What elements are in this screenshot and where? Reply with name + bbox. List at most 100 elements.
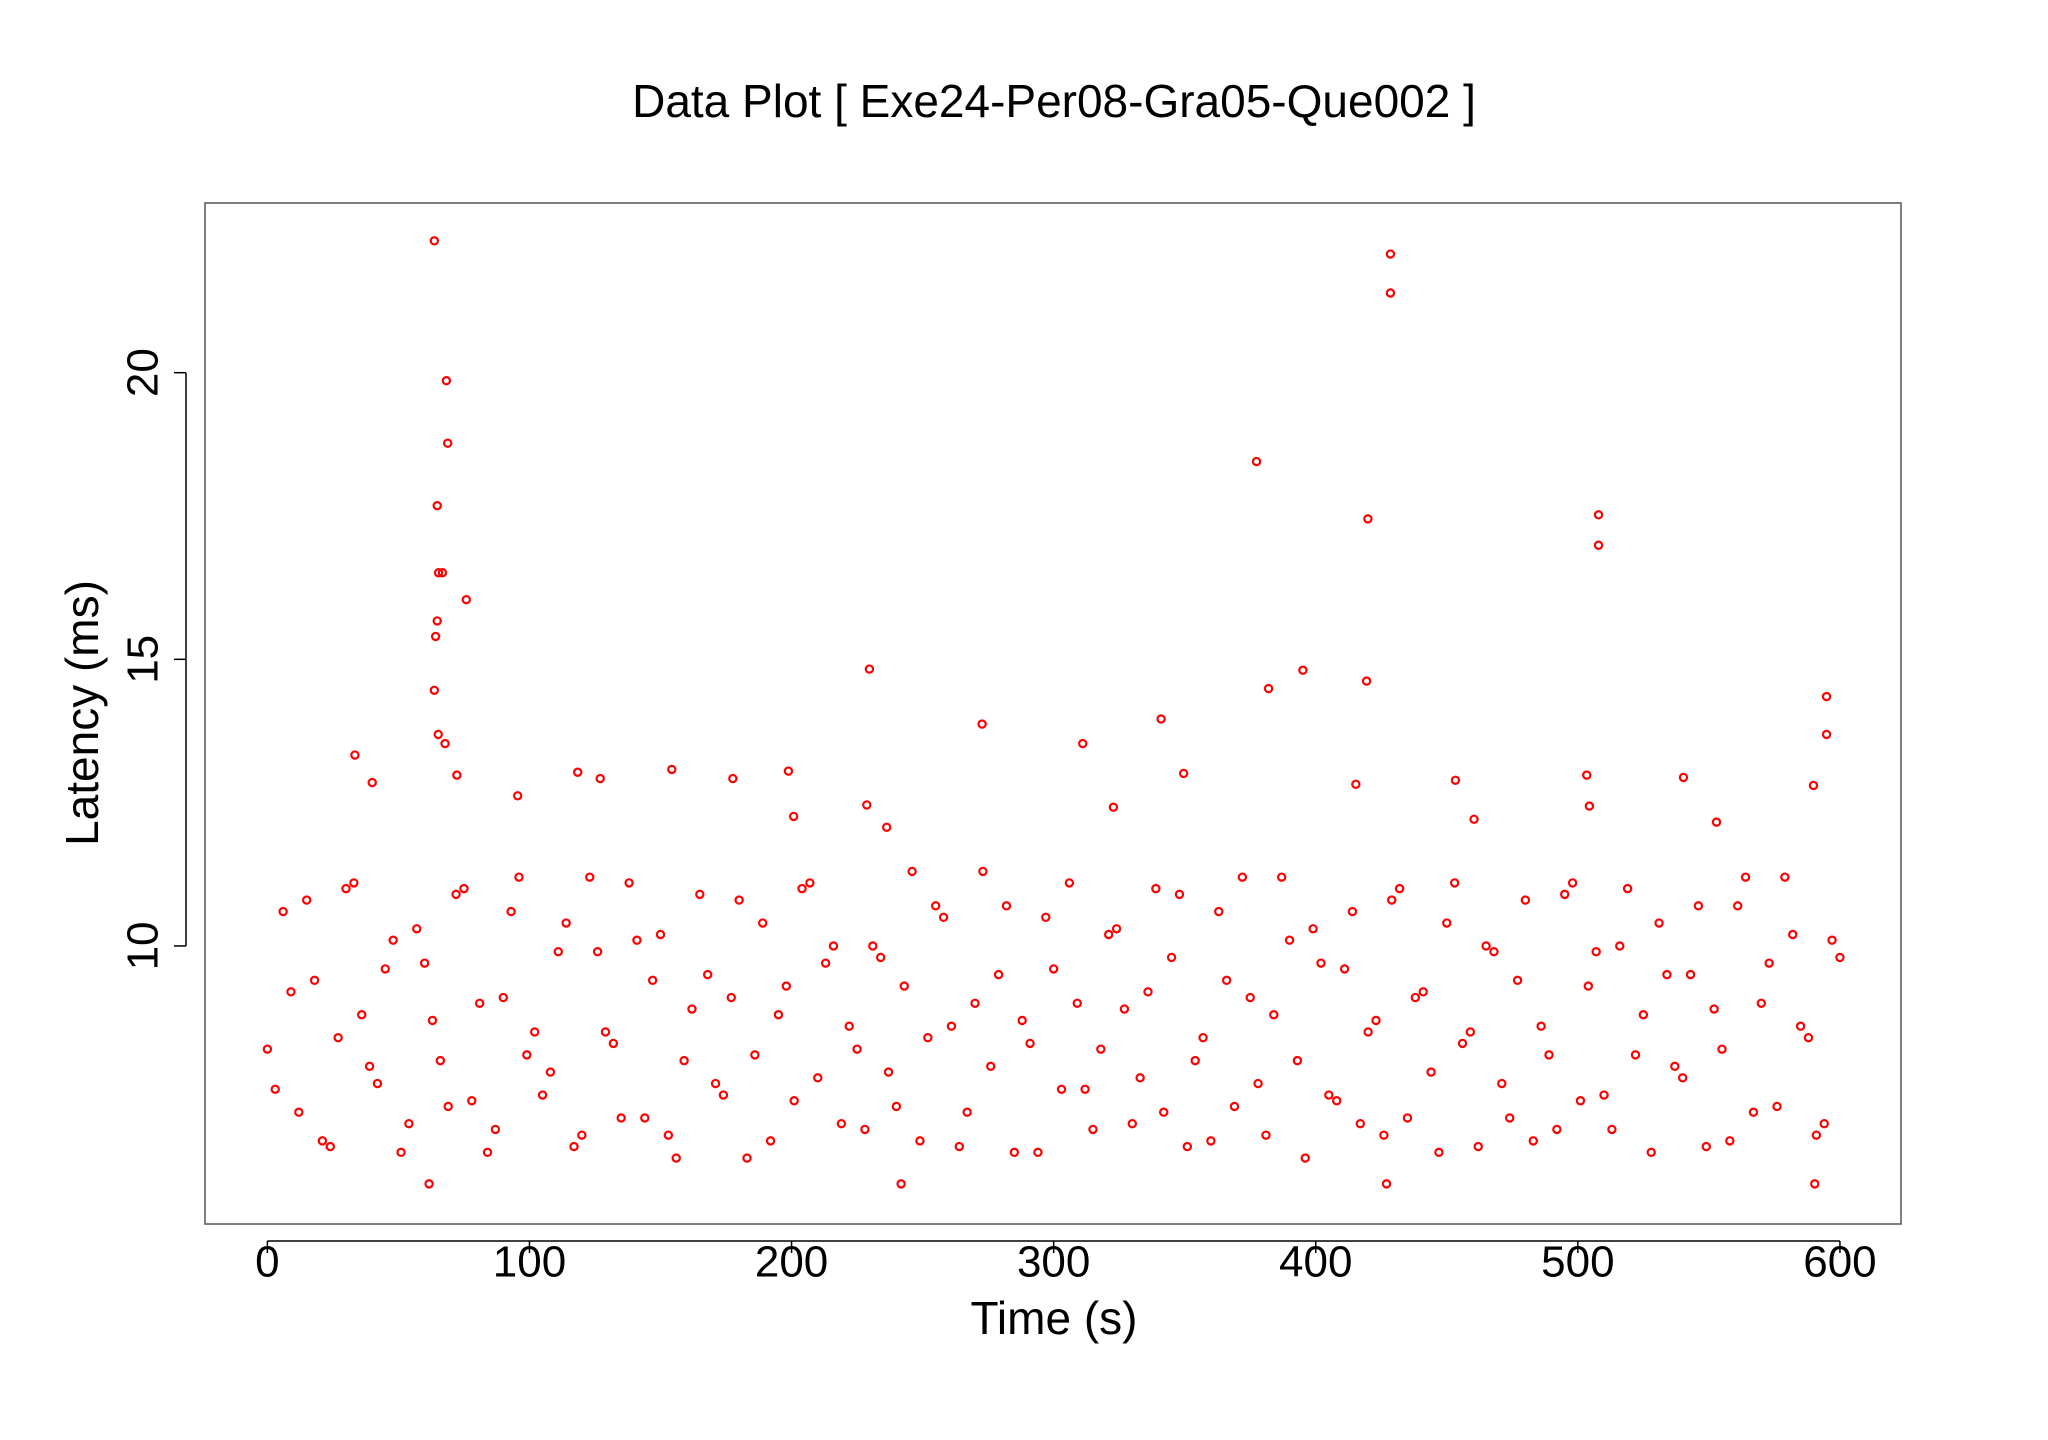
data-point bbox=[592, 946, 603, 957]
data-point bbox=[1827, 935, 1837, 945]
data-point bbox=[1450, 775, 1461, 785]
data-point bbox=[1174, 889, 1185, 900]
data-point bbox=[1025, 1038, 1035, 1049]
data-point bbox=[467, 1096, 477, 1106]
data-point bbox=[294, 1107, 304, 1117]
data-point bbox=[640, 1113, 650, 1123]
data-point bbox=[1788, 929, 1798, 940]
data-point bbox=[1385, 249, 1396, 259]
data-point bbox=[380, 964, 391, 974]
x-axis-title: Time (s) bbox=[971, 1292, 1138, 1344]
data-point bbox=[569, 1141, 579, 1152]
data-point bbox=[1591, 946, 1601, 957]
data-point bbox=[545, 1067, 556, 1077]
data-point bbox=[440, 738, 450, 749]
data-point bbox=[923, 1032, 933, 1043]
data-point bbox=[1662, 969, 1672, 980]
data-point bbox=[695, 889, 705, 900]
data-point bbox=[718, 1090, 729, 1100]
x-tick-label: 0 bbox=[255, 1238, 279, 1287]
data-point bbox=[1387, 895, 1397, 905]
data-point bbox=[1284, 935, 1295, 945]
data-point bbox=[1457, 1038, 1468, 1049]
data-point bbox=[1670, 1061, 1680, 1072]
data-point bbox=[860, 1124, 870, 1135]
data-point bbox=[1300, 1153, 1310, 1163]
data-point bbox=[1339, 964, 1350, 974]
data-point bbox=[367, 777, 377, 788]
chart-title: Data Plot [ Exe24-Per08-Gra05-Que002 ] bbox=[632, 75, 1476, 127]
data-point bbox=[1465, 1027, 1476, 1037]
data-point bbox=[1528, 1136, 1538, 1146]
data-point bbox=[1214, 906, 1224, 917]
x-tick-label: 100 bbox=[493, 1238, 566, 1287]
data-point bbox=[433, 729, 443, 740]
data-point bbox=[1638, 1010, 1649, 1020]
x-tick-label: 300 bbox=[1017, 1238, 1090, 1287]
data-point bbox=[1481, 941, 1491, 951]
data-point bbox=[262, 1044, 273, 1054]
data-point bbox=[424, 1179, 434, 1189]
data-point bbox=[1237, 872, 1248, 882]
data-point bbox=[443, 1101, 453, 1112]
data-point bbox=[1156, 714, 1166, 724]
data-point bbox=[364, 1061, 375, 1072]
data-point bbox=[1567, 878, 1578, 888]
data-point bbox=[1332, 1096, 1342, 1106]
data-point bbox=[828, 941, 839, 951]
data-point bbox=[585, 872, 595, 882]
data-point bbox=[1385, 288, 1396, 298]
data-point bbox=[632, 935, 642, 945]
data-point bbox=[1504, 1113, 1515, 1123]
data-point bbox=[1810, 1179, 1820, 1189]
data-point bbox=[608, 1038, 619, 1049]
data-point bbox=[946, 1021, 957, 1031]
data-point bbox=[1292, 1055, 1303, 1066]
data-point bbox=[1426, 1067, 1436, 1077]
data-point bbox=[1622, 883, 1633, 894]
data-point bbox=[404, 1118, 414, 1129]
data-point bbox=[1764, 958, 1774, 968]
data-point bbox=[1497, 1078, 1507, 1089]
data-point bbox=[317, 1136, 328, 1146]
data-point bbox=[891, 1101, 902, 1112]
data-point bbox=[805, 878, 815, 888]
data-point bbox=[522, 1050, 532, 1060]
data-point bbox=[1394, 883, 1405, 894]
data-point bbox=[896, 1179, 906, 1189]
data-point bbox=[1269, 1010, 1279, 1020]
data-point bbox=[1178, 768, 1189, 779]
data-point bbox=[1253, 1078, 1263, 1089]
data-point bbox=[1552, 1124, 1562, 1135]
data-point bbox=[1772, 1101, 1782, 1112]
data-point bbox=[1127, 1118, 1137, 1129]
data-point bbox=[286, 987, 296, 997]
data-point bbox=[1630, 1050, 1641, 1060]
data-point bbox=[1245, 992, 1255, 1003]
data-point bbox=[1434, 1147, 1444, 1158]
data-point bbox=[427, 1015, 438, 1026]
data-point bbox=[915, 1136, 925, 1146]
data-point bbox=[820, 958, 831, 968]
y-tick-label: 10 bbox=[119, 921, 168, 970]
data-point bbox=[1560, 889, 1570, 900]
data-point bbox=[506, 906, 516, 917]
data-point bbox=[1166, 952, 1177, 963]
data-point bbox=[435, 1055, 446, 1066]
data-point bbox=[537, 1090, 548, 1100]
data-point bbox=[1473, 1141, 1483, 1152]
data-point bbox=[728, 773, 738, 784]
data-point bbox=[931, 901, 941, 911]
data-point bbox=[1033, 1147, 1043, 1158]
data-point bbox=[442, 438, 453, 448]
data-point bbox=[1135, 1073, 1145, 1083]
data-point bbox=[1119, 1004, 1130, 1014]
data-point bbox=[1756, 998, 1767, 1008]
data-point bbox=[1001, 901, 1012, 911]
data-point bbox=[954, 1141, 965, 1152]
data-point bbox=[1685, 969, 1696, 980]
data-point bbox=[461, 595, 472, 605]
data-point bbox=[781, 981, 792, 991]
